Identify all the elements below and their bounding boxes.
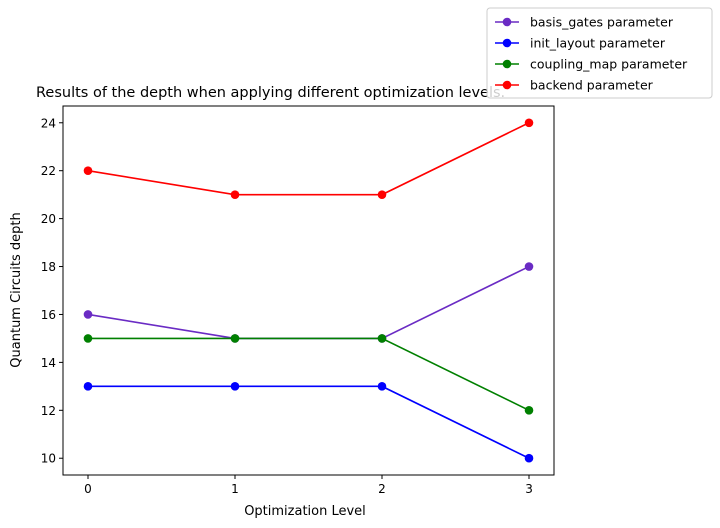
- legend-label: init_layout parameter: [530, 36, 666, 51]
- x-tick-label: 1: [231, 482, 239, 496]
- data-point: [230, 334, 240, 343]
- x-tick-label: 2: [378, 482, 386, 496]
- data-point: [83, 166, 93, 175]
- legend-box: [486, 7, 713, 99]
- series-1: [83, 382, 534, 463]
- series-line: [87, 385, 530, 459]
- legend-marker: [502, 59, 512, 69]
- series-layer: [83, 118, 534, 463]
- y-tick-label: 10: [41, 452, 56, 466]
- data-point: [83, 310, 93, 319]
- data-point: [524, 118, 534, 128]
- series-line: [87, 337, 530, 412]
- data-point: [377, 382, 387, 391]
- y-tick-label: 14: [41, 356, 56, 370]
- legend-label: basis_gates parameter: [530, 15, 674, 30]
- legend-label: coupling_map parameter: [530, 57, 688, 72]
- data-point: [377, 190, 387, 199]
- data-point: [230, 382, 240, 391]
- y-tick-label: 24: [41, 116, 56, 130]
- legend: basis_gates parameter init_layout paramet…: [486, 7, 713, 99]
- y-tick-label: 22: [41, 164, 56, 178]
- x-axis-label: Optimization Level: [244, 504, 366, 519]
- data-point: [524, 262, 534, 271]
- data-point: [524, 453, 534, 463]
- series-3: [83, 118, 534, 199]
- data-point: [377, 334, 387, 343]
- y-axis: 10 12 14 16 18 20 22 24: [41, 116, 63, 466]
- data-point: [524, 406, 534, 415]
- data-point: [230, 190, 240, 199]
- legend-marker: [502, 80, 512, 90]
- data-point: [83, 334, 93, 343]
- y-axis-label: Quantum Circuits depth: [9, 212, 24, 367]
- y-tick-label: 16: [41, 308, 56, 322]
- chart-title: Results of the depth when applying diffe…: [36, 85, 505, 101]
- y-tick-label: 18: [41, 260, 56, 274]
- legend-label: backend parameter: [530, 78, 654, 93]
- series-line: [87, 122, 530, 196]
- y-tick-label: 12: [41, 404, 56, 418]
- y-tick-label: 20: [41, 212, 56, 226]
- data-point: [83, 382, 93, 391]
- series-2: [83, 334, 534, 415]
- x-axis: 0 1 2 3: [84, 475, 533, 496]
- x-tick-label: 3: [525, 482, 533, 496]
- legend-marker: [502, 17, 512, 27]
- legend-items: basis_gates parameter init_layout paramet…: [495, 15, 688, 93]
- x-tick-label: 0: [84, 482, 92, 496]
- legend-marker: [502, 38, 512, 48]
- plot-frame: [62, 105, 555, 476]
